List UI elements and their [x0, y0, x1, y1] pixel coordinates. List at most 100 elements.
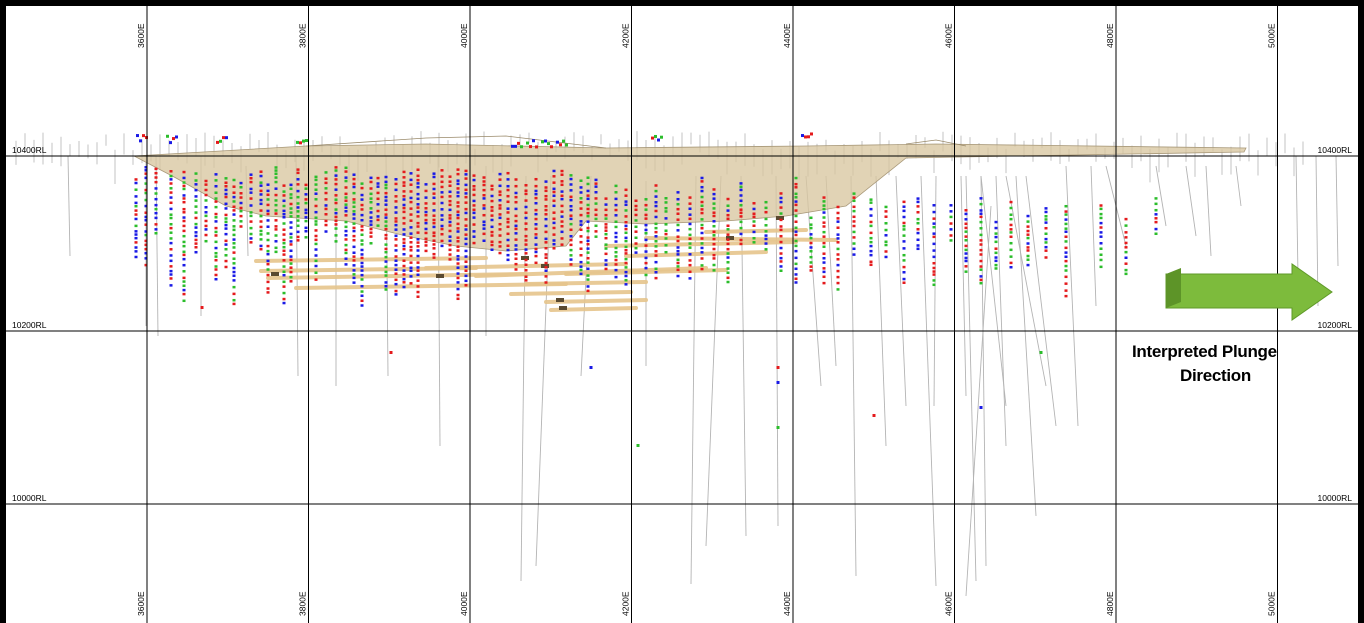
assay-interval [676, 239, 680, 243]
assay-interval [979, 268, 983, 271]
assay-interval [524, 222, 528, 225]
assay-interval [232, 298, 236, 302]
assay-interval [144, 215, 148, 219]
assay-interval [964, 248, 968, 252]
assay-interval [456, 191, 460, 194]
assay-interval [569, 243, 573, 247]
assay-interval [432, 225, 436, 229]
assay-interval [432, 192, 436, 195]
assay-interval [836, 257, 840, 261]
assay-interval [344, 199, 348, 203]
assay-interval [644, 213, 648, 217]
assay-interval [739, 182, 743, 185]
assay-interval [614, 250, 618, 254]
assay-interval [994, 256, 998, 259]
assay-interval [416, 174, 420, 178]
assay-interval [440, 224, 444, 228]
assay-interval [289, 183, 293, 187]
assay-interval [869, 220, 873, 224]
assay-interval [794, 226, 798, 230]
assay-interval [448, 190, 452, 194]
assay-interval [289, 232, 293, 236]
assay-interval [676, 191, 680, 194]
assay-interval [779, 196, 783, 200]
assay-interval [334, 234, 338, 237]
assay-interval [1009, 248, 1013, 252]
assay-interval [225, 136, 228, 140]
assay-interval [902, 271, 906, 274]
assay-interval [676, 197, 680, 201]
assay-interval [384, 186, 388, 190]
assay-interval [334, 188, 338, 191]
assay-interval [144, 263, 148, 267]
assay-interval [739, 215, 743, 218]
assay-interval [232, 292, 236, 296]
assay-interval [979, 278, 983, 282]
assay-interval [296, 239, 300, 242]
assay-interval [624, 283, 628, 286]
assay-interval [506, 178, 510, 181]
assay-interval [169, 207, 173, 211]
assay-interval [979, 227, 983, 230]
assay-interval [794, 244, 798, 248]
assay-interval [448, 208, 452, 212]
assay-interval [586, 182, 590, 186]
assay-interval [949, 222, 953, 225]
assay-interval [932, 222, 936, 225]
assay-interval [169, 284, 173, 287]
assay-interval [424, 210, 428, 214]
assay-interval [634, 204, 638, 208]
assay-interval [517, 141, 520, 145]
assay-interval [1064, 251, 1068, 254]
drillhole-trace [965, 175, 977, 582]
assay-interval [884, 234, 888, 237]
assay-interval [324, 204, 328, 207]
assay-interval [144, 247, 148, 251]
assay-interval [1064, 264, 1068, 268]
assay-interval [1026, 246, 1030, 249]
assay-interval [402, 285, 406, 289]
assay-interval [604, 213, 608, 217]
assay-interval [334, 219, 338, 222]
assay-interval [794, 277, 798, 281]
assay-interval [1026, 242, 1030, 245]
assay-interval [182, 187, 186, 191]
assay-interval [182, 216, 186, 219]
assay-interval [384, 237, 388, 240]
assay-interval [524, 184, 528, 187]
assay-interval [416, 295, 420, 298]
assay-interval [779, 200, 783, 204]
assay-interval [544, 269, 548, 272]
assay-interval [440, 239, 444, 243]
assay-interval [994, 263, 998, 267]
assay-interval [836, 247, 840, 251]
assay-interval [614, 191, 618, 194]
assay-interval [700, 195, 704, 199]
assay-interval [360, 261, 364, 265]
assay-interval [416, 182, 420, 185]
assay-interval [902, 234, 906, 237]
assay-interval [634, 242, 638, 245]
assay-interval [614, 263, 618, 266]
assay-interval [506, 225, 510, 229]
assay-interval [432, 182, 436, 186]
assay-interval [1124, 250, 1128, 254]
assay-interval [636, 444, 640, 447]
assay-interval [369, 220, 373, 223]
assay-interval [852, 196, 856, 199]
assay-interval [352, 201, 356, 204]
assay-interval [712, 242, 716, 246]
assay-interval [282, 253, 286, 256]
assay-interval [282, 265, 286, 268]
drillhole-trace [1025, 175, 1057, 427]
assay-interval [586, 220, 590, 223]
assay-interval [1064, 275, 1068, 279]
assay-interval [654, 189, 658, 193]
lode-string [509, 290, 633, 296]
assay-interval [416, 269, 420, 272]
assay-interval [544, 230, 548, 234]
assay-interval [384, 183, 388, 187]
assay-interval [884, 250, 888, 253]
assay-interval [314, 220, 318, 223]
